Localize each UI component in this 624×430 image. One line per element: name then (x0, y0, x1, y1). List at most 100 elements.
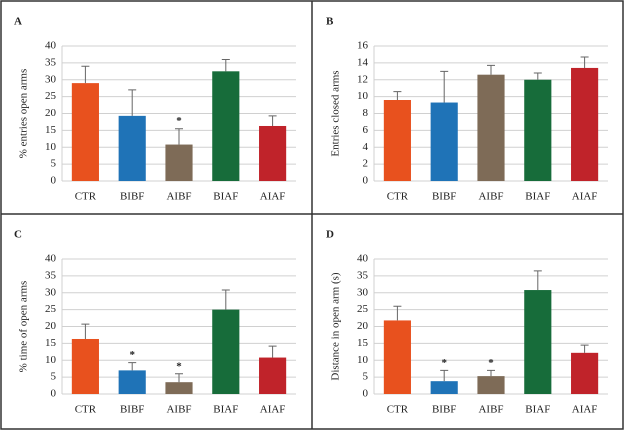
significance-marker: * (441, 357, 447, 369)
error-bar (533, 270, 542, 291)
error-bar (533, 72, 542, 80)
y-tick-label: 15 (45, 337, 57, 349)
panel-label: B (326, 16, 334, 28)
x-tick-label: AIBF (166, 191, 191, 203)
y-tick-label: 10 (357, 354, 369, 366)
bar (259, 357, 287, 394)
error-bar (128, 89, 137, 116)
bar (212, 71, 240, 181)
y-tick-label: 0 (51, 388, 57, 400)
y-tick-label: 12 (357, 73, 368, 85)
error-bar (81, 323, 90, 339)
x-tick-label: BIBF (120, 191, 144, 203)
bar (259, 125, 287, 181)
y-tick-label: 30 (45, 73, 57, 85)
panel-label: A (14, 16, 22, 28)
y-tick-label: 30 (45, 286, 57, 298)
error-bar (393, 305, 402, 321)
y-tick-label: 20 (45, 107, 57, 119)
y-tick-label: 0 (363, 175, 369, 187)
error-bar (175, 373, 183, 383)
x-tick-label: BIAF (213, 404, 238, 416)
x-tick-label: AIAF (260, 404, 286, 416)
y-tick-label: 10 (45, 354, 57, 366)
significance-marker: * (488, 357, 494, 369)
bar (524, 290, 552, 394)
error-bar (81, 65, 90, 84)
bar (212, 309, 240, 394)
bar (71, 83, 99, 181)
y-tick-label: 5 (51, 158, 57, 170)
error-bar (580, 56, 589, 68)
x-tick-label: AIBF (478, 191, 503, 203)
y-tick-label: 30 (357, 286, 369, 298)
panel: D Distance in open arm (s) 0 5 10 15 20 25 30 35 4… (326, 229, 608, 416)
x-tick-label: BIAF (525, 404, 550, 416)
bar (477, 74, 505, 181)
y-tick-label: 20 (45, 320, 57, 332)
bar (71, 338, 99, 394)
panel: A % entries open arms 0 5 10 15 20 25 30 35 40 CTR B… (14, 16, 296, 203)
y-tick-label: 0 (363, 388, 369, 400)
significance-marker: * (176, 115, 182, 127)
bar (571, 67, 599, 181)
y-tick-label: 25 (45, 90, 57, 102)
x-tick-label: AIBF (166, 404, 191, 416)
bar (571, 352, 599, 394)
x-tick-label: AIBF (478, 404, 503, 416)
error-bar (268, 115, 277, 126)
bar (118, 370, 146, 394)
bar (165, 382, 193, 394)
panel: C % time of open arms 0 5 10 15 20 25 30 35 40 CTR *… (14, 229, 296, 416)
y-tick-label: 14 (357, 56, 369, 68)
bar (477, 376, 505, 394)
panel: B Entries closed arms 0 2 4 6 8 10 12 14 16 CTR BIBF… (326, 16, 608, 203)
y-tick-label: 0 (51, 175, 57, 187)
bar (524, 79, 552, 181)
y-axis-label: % entries open arms (18, 69, 30, 159)
y-axis-label: Entries closed arms (330, 70, 342, 156)
error-bar (580, 344, 589, 353)
x-tick-label: CTR (75, 191, 97, 203)
y-tick-label: 6 (363, 124, 369, 136)
x-tick-label: BIAF (525, 191, 550, 203)
y-tick-label: 40 (357, 253, 369, 265)
y-tick-label: 35 (45, 269, 57, 281)
x-tick-label: BIBF (432, 191, 456, 203)
y-tick-label: 8 (363, 107, 369, 119)
error-bar (487, 64, 495, 75)
y-tick-label: 4 (363, 141, 369, 153)
y-tick-label: 25 (357, 303, 369, 315)
x-tick-label: AIAF (260, 191, 286, 203)
x-tick-label: CTR (387, 404, 409, 416)
x-tick-label: CTR (387, 191, 409, 203)
error-bar (440, 369, 449, 382)
y-tick-label: 35 (357, 269, 369, 281)
x-tick-label: BIBF (432, 404, 456, 416)
y-tick-label: 10 (45, 141, 57, 153)
y-tick-label: 15 (357, 337, 369, 349)
y-tick-label: 16 (357, 40, 369, 52)
bar (165, 144, 193, 181)
x-tick-label: CTR (75, 404, 97, 416)
y-tick-label: 2 (363, 158, 369, 170)
y-axis-label: Distance in open arm (s) (330, 272, 342, 380)
bar (383, 320, 411, 394)
y-tick-label: 5 (51, 371, 57, 383)
significance-marker: * (176, 360, 182, 372)
error-bar (440, 70, 449, 103)
y-tick-label: 35 (45, 56, 57, 68)
error-bar (221, 59, 230, 72)
y-axis-label: % time of open arms (18, 281, 30, 373)
y-tick-label: 5 (363, 371, 369, 383)
y-tick-label: 40 (45, 253, 57, 265)
error-bar (268, 345, 277, 358)
y-tick-label: 10 (357, 90, 369, 102)
panel-label: C (14, 229, 22, 241)
bar (118, 115, 146, 181)
error-bar (487, 369, 495, 377)
y-tick-label: 15 (45, 124, 57, 136)
panel-label: D (326, 229, 334, 241)
x-tick-label: AIAF (572, 191, 598, 203)
